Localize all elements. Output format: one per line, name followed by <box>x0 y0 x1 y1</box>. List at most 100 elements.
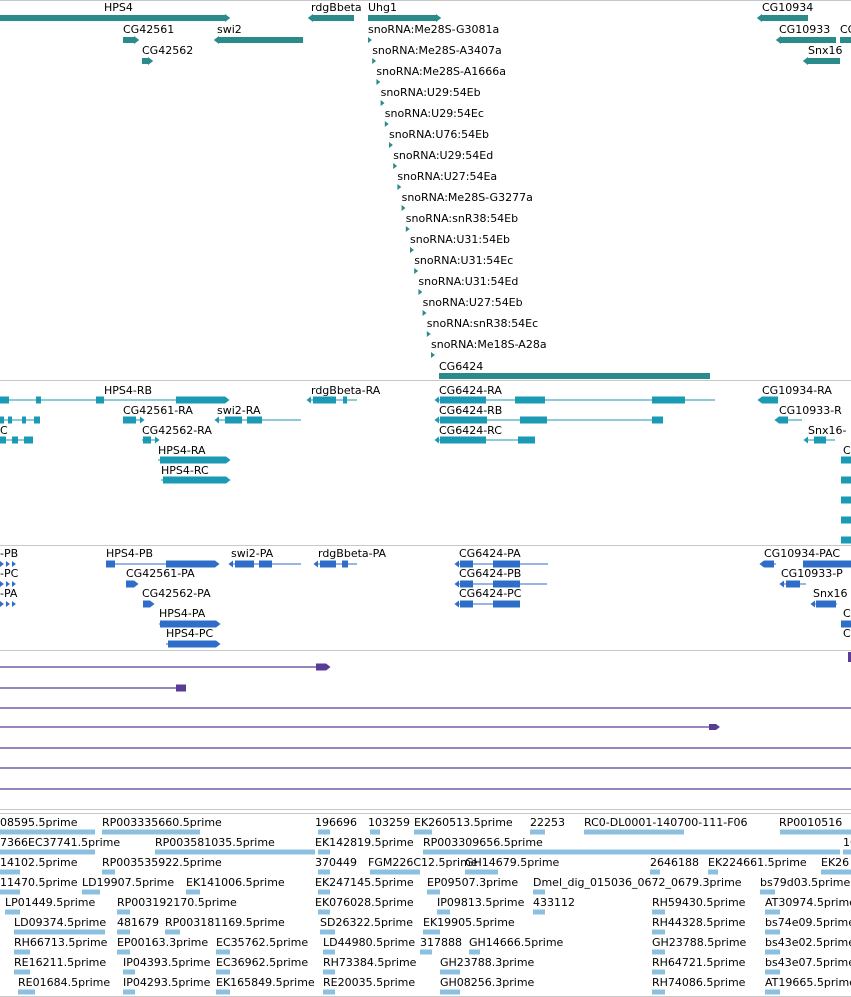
gene-snorna-arrow[interactable] <box>372 58 377 64</box>
transcript-left-edge-1-exon[interactable] <box>34 416 40 424</box>
est-feature[interactable] <box>0 829 95 835</box>
est-feature[interactable] <box>533 889 545 895</box>
gene-snorna-arrow[interactable] <box>384 121 389 127</box>
gene-snx16-arrow[interactable] <box>802 57 808 65</box>
gene-cg42561-arrow[interactable] <box>134 36 140 44</box>
est-feature[interactable] <box>216 989 230 995</box>
gene-snorna-arrow[interactable] <box>401 205 406 211</box>
cds-pa-left[interactable] <box>6 601 10 607</box>
gene-snorna-arrow[interactable] <box>380 100 385 106</box>
cds-hps4-pb-exon[interactable] <box>106 560 115 568</box>
est-feature[interactable] <box>14 969 30 975</box>
est-feature[interactable] <box>123 989 135 995</box>
est-feature[interactable] <box>318 849 330 855</box>
transcript-rdgbbeta-ra-arrow[interactable] <box>306 396 311 404</box>
cds-hps4-pc-arrow[interactable] <box>216 640 221 648</box>
est-feature[interactable] <box>186 889 200 895</box>
gene-rdgbbeta[interactable] <box>313 15 354 21</box>
gene-snorna-arrow[interactable] <box>414 268 419 274</box>
cds-pc-left[interactable] <box>6 581 10 587</box>
cds-snx16-pa-exon[interactable] <box>816 600 836 608</box>
est-feature[interactable] <box>652 949 665 955</box>
cds-pc-left[interactable] <box>0 581 4 587</box>
cds-cg6424-pc-arrow[interactable] <box>454 600 459 608</box>
est-feature[interactable] <box>530 829 545 835</box>
cds-swi2-pa-exon[interactable] <box>259 560 272 568</box>
cds-pb-left[interactable] <box>12 561 16 567</box>
cds-cg6424-pb-exon[interactable] <box>493 580 520 588</box>
gene-uhg1-arrow[interactable] <box>436 14 442 22</box>
transcript-hps4-rb-exon[interactable] <box>96 396 104 404</box>
est-feature[interactable] <box>765 989 780 995</box>
est-feature[interactable] <box>14 949 30 955</box>
cds-rdgbbeta-pa-arrow[interactable] <box>313 560 318 568</box>
transcript-swi2-ra-arrow[interactable] <box>214 416 219 424</box>
gene-snorna-arrow[interactable] <box>376 79 381 85</box>
transcript-cg6424-rb-exon[interactable] <box>652 416 663 424</box>
est-feature[interactable] <box>155 849 315 855</box>
est-feature[interactable] <box>0 889 20 895</box>
gene-cg42562[interactable] <box>142 58 148 64</box>
est-feature[interactable] <box>765 929 780 935</box>
gene-cg10933[interactable] <box>781 37 836 43</box>
transcript-hps4-ra-exon[interactable] <box>160 456 226 464</box>
transcript-hps4-ra-arrow[interactable] <box>226 456 231 464</box>
transcript-rdgbbeta-ra-exon[interactable] <box>313 396 336 404</box>
cds-cg42562-pa-exon[interactable] <box>143 600 150 608</box>
est-feature[interactable] <box>652 929 665 935</box>
est-feature[interactable] <box>216 949 230 955</box>
est-feature[interactable] <box>318 869 330 875</box>
transcript-hps4-rc-arrow[interactable] <box>226 476 231 484</box>
est-feature[interactable] <box>843 849 851 855</box>
est-feature[interactable] <box>323 969 335 975</box>
cds-hps4-pa-arrow[interactable] <box>216 620 221 628</box>
transcript-snx16-arrow[interactable] <box>803 436 808 444</box>
long-read-1-arrow[interactable] <box>326 663 331 671</box>
est-feature[interactable] <box>427 889 440 895</box>
cds-rdgbbeta-pa-exon[interactable] <box>342 560 348 568</box>
transcript-partial[interactable] <box>841 456 851 464</box>
transcript-partial[interactable] <box>841 476 851 484</box>
transcript-rdgbbeta-ra-exon[interactable] <box>343 396 347 404</box>
est-feature[interactable] <box>14 929 105 935</box>
est-feature[interactable] <box>318 829 330 835</box>
gene-snorna-arrow[interactable] <box>410 247 414 253</box>
est-feature[interactable] <box>0 869 20 875</box>
est-feature[interactable] <box>584 829 684 835</box>
est-feature[interactable] <box>82 889 100 895</box>
gene-cg10934[interactable] <box>762 15 808 21</box>
transcript-hps4-rb-arrow[interactable] <box>225 396 230 404</box>
transcript-left-edge-2-exon[interactable] <box>24 436 33 444</box>
est-feature[interactable] <box>765 949 780 955</box>
long-read-2-end[interactable] <box>176 684 186 692</box>
transcript-hps4-rc-exon[interactable] <box>163 476 226 484</box>
transcript-cg42562-ra-exon[interactable] <box>143 436 151 444</box>
gene-snorna-arrow[interactable] <box>393 163 398 169</box>
cds-cg6424-pa-exon[interactable] <box>460 560 473 568</box>
est-feature[interactable] <box>117 909 130 915</box>
est-feature[interactable] <box>423 849 840 855</box>
transcript-left-edge-1-exon[interactable] <box>22 416 26 424</box>
transcript-cg6424-rc-arrow[interactable] <box>434 436 439 444</box>
gene-snorna-arrow[interactable] <box>405 226 410 232</box>
est-feature[interactable] <box>760 889 775 895</box>
cds-cg6424-pa-arrow[interactable] <box>454 560 459 568</box>
gene-snorna-arrow[interactable] <box>418 289 423 295</box>
est-feature[interactable] <box>414 829 432 835</box>
gene-cg10934-arrow[interactable] <box>756 14 762 22</box>
est-feature[interactable] <box>652 989 665 995</box>
est-feature[interactable] <box>533 909 545 915</box>
est-feature[interactable] <box>28 849 95 855</box>
transcript-cg42562-ra-arrow[interactable] <box>155 436 160 444</box>
transcript-left-edge-1-exon[interactable] <box>8 416 12 424</box>
est-feature[interactable] <box>440 969 460 975</box>
transcript-cg6424-rb-exon[interactable] <box>520 416 547 424</box>
gene-cg42561[interactable] <box>123 37 134 43</box>
cds-hps4-pb-arrow[interactable] <box>215 560 220 568</box>
transcript-cg42561-ra-exon[interactable] <box>123 416 136 424</box>
est-feature[interactable] <box>117 949 130 955</box>
est-feature[interactable] <box>420 949 432 955</box>
transcript-cg6424-ra-exon[interactable] <box>515 396 545 404</box>
gene-snx16[interactable] <box>808 58 840 64</box>
est-feature[interactable] <box>318 889 330 895</box>
